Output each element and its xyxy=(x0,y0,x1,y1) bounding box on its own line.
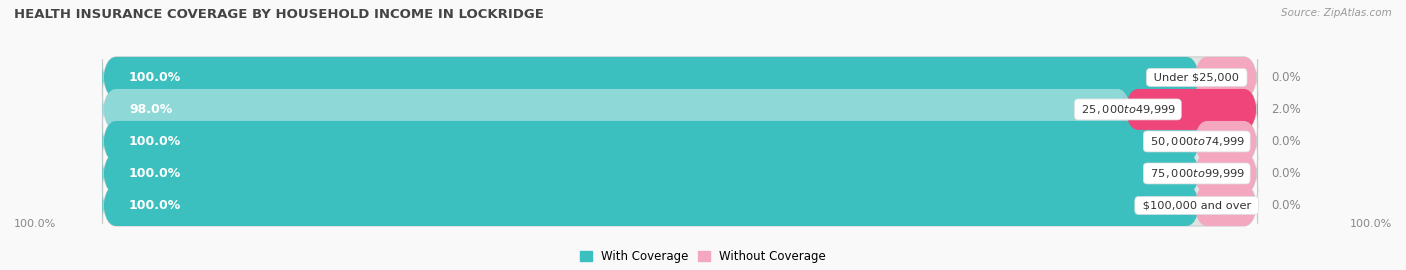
Text: 0.0%: 0.0% xyxy=(1271,135,1301,148)
FancyBboxPatch shape xyxy=(103,121,1257,162)
Text: $75,000 to $99,999: $75,000 to $99,999 xyxy=(1147,167,1246,180)
Text: 0.0%: 0.0% xyxy=(1271,167,1301,180)
FancyBboxPatch shape xyxy=(1194,185,1257,226)
Text: $25,000 to $49,999: $25,000 to $49,999 xyxy=(1078,103,1177,116)
FancyBboxPatch shape xyxy=(103,89,1132,130)
Text: 100.0%: 100.0% xyxy=(129,135,181,148)
Text: 0.0%: 0.0% xyxy=(1271,199,1301,212)
Text: 2.0%: 2.0% xyxy=(1271,103,1301,116)
FancyBboxPatch shape xyxy=(103,153,1201,194)
Text: 0.0%: 0.0% xyxy=(1271,71,1301,84)
FancyBboxPatch shape xyxy=(103,185,1201,226)
Text: $50,000 to $74,999: $50,000 to $74,999 xyxy=(1147,135,1246,148)
Text: 100.0%: 100.0% xyxy=(14,218,56,228)
FancyBboxPatch shape xyxy=(103,89,1257,130)
Legend: With Coverage, Without Coverage: With Coverage, Without Coverage xyxy=(579,250,827,264)
FancyBboxPatch shape xyxy=(103,153,1257,194)
FancyBboxPatch shape xyxy=(103,57,1257,98)
Text: 100.0%: 100.0% xyxy=(129,71,181,84)
FancyBboxPatch shape xyxy=(103,185,1257,226)
Text: $100,000 and over: $100,000 and over xyxy=(1139,201,1254,211)
FancyBboxPatch shape xyxy=(103,121,1201,162)
FancyBboxPatch shape xyxy=(1125,89,1257,130)
Text: Under $25,000: Under $25,000 xyxy=(1150,72,1243,82)
Text: HEALTH INSURANCE COVERAGE BY HOUSEHOLD INCOME IN LOCKRIDGE: HEALTH INSURANCE COVERAGE BY HOUSEHOLD I… xyxy=(14,8,544,21)
Text: Source: ZipAtlas.com: Source: ZipAtlas.com xyxy=(1281,8,1392,18)
FancyBboxPatch shape xyxy=(1194,153,1257,194)
Text: 98.0%: 98.0% xyxy=(129,103,172,116)
Text: 100.0%: 100.0% xyxy=(129,167,181,180)
FancyBboxPatch shape xyxy=(103,57,1201,98)
FancyBboxPatch shape xyxy=(1194,57,1257,98)
FancyBboxPatch shape xyxy=(1194,121,1257,162)
Text: 100.0%: 100.0% xyxy=(1350,218,1392,228)
Text: 100.0%: 100.0% xyxy=(129,199,181,212)
